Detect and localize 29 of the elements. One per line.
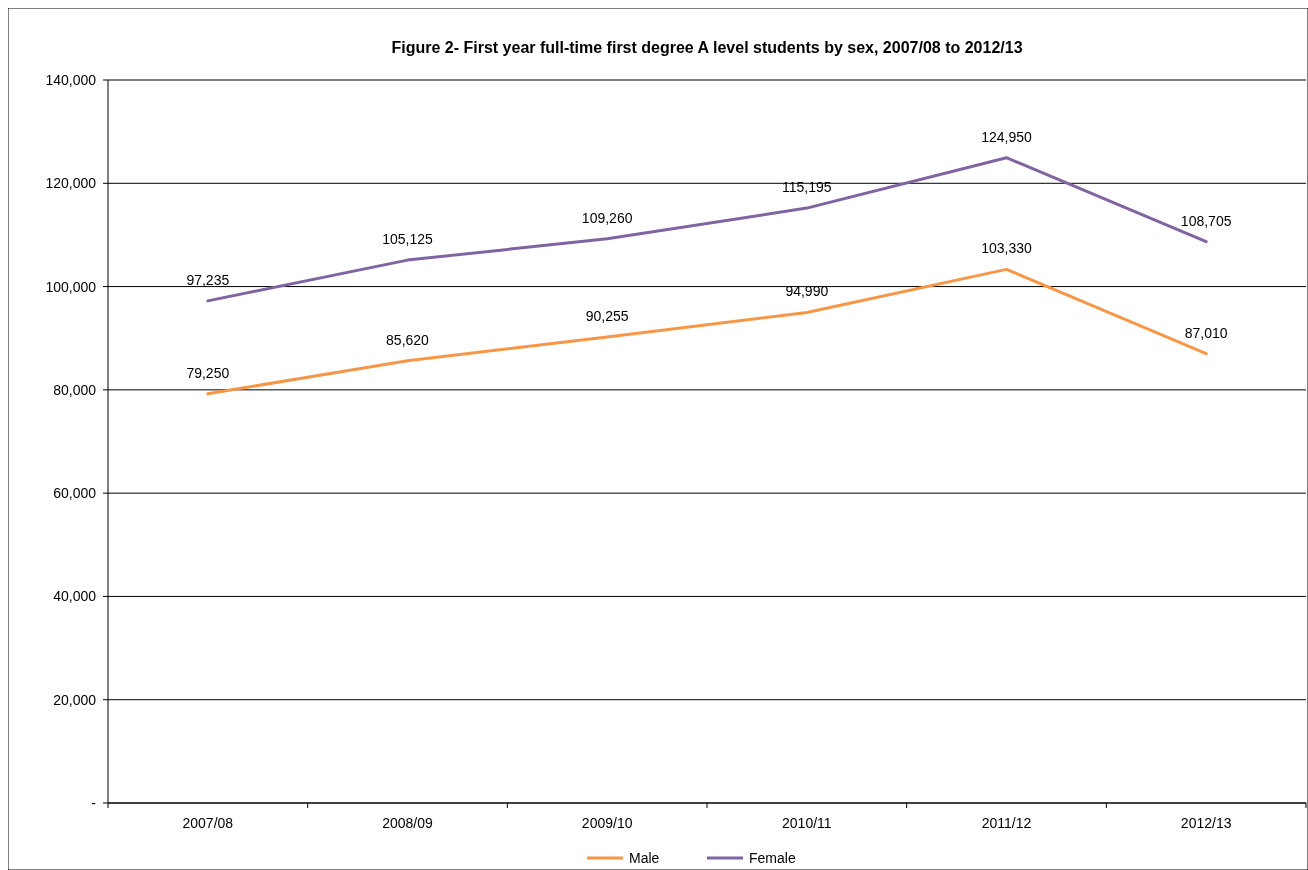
x-tick-label: 2012/13 — [1180, 815, 1232, 831]
y-tick-label: 20,000 — [53, 691, 97, 708]
x-tick-label: 2008/09 — [382, 815, 434, 831]
data-label: 90,255 — [585, 307, 629, 324]
x-tick-label: 2010/11 — [782, 815, 832, 831]
data-label: 108,705 — [1180, 212, 1232, 229]
data-label: 97,235 — [186, 271, 230, 288]
y-tick-label: 100,000 — [45, 278, 97, 295]
y-tick-label: - — [91, 795, 97, 811]
y-tick-label: 60,000 — [53, 485, 97, 502]
y-tick-label: 80,000 — [53, 381, 97, 398]
chart-title: Figure 2- First year full-time first degree A level students by sex, 2007/08 to 2012/13 — [391, 39, 1023, 56]
y-tick-label: 40,000 — [53, 588, 97, 605]
data-label: 124,950 — [981, 128, 1033, 145]
data-label: 115,195 — [782, 179, 832, 196]
data-label: 79,250 — [186, 364, 230, 381]
data-label: 85,620 — [386, 331, 430, 348]
data-label: 109,260 — [581, 209, 633, 226]
data-label: 105,125 — [382, 231, 434, 248]
data-label: 87,010 — [1184, 324, 1228, 341]
x-tick-label: 2007/08 — [182, 815, 234, 831]
y-tick-label: 120,000 — [45, 175, 97, 192]
data-label: 103,330 — [981, 240, 1033, 257]
y-tick-label: 140,000 — [45, 72, 97, 88]
data-label: 94,990 — [785, 283, 829, 300]
x-tick-label: 2009/10 — [581, 815, 633, 831]
legend-label: Female — [749, 850, 796, 866]
legend-label: Male — [629, 850, 660, 866]
x-tick-label: 2011/12 — [981, 815, 1032, 831]
